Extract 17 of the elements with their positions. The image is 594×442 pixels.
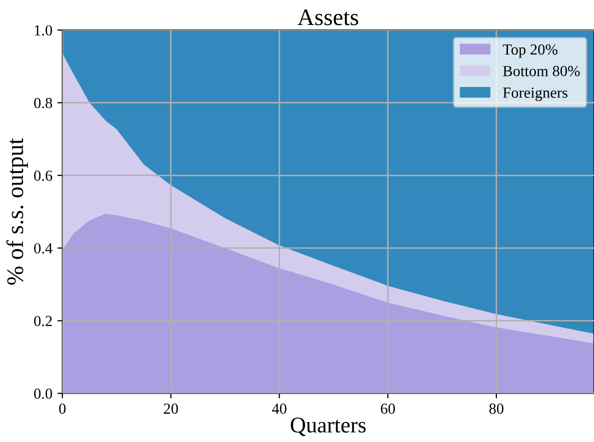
legend-label: Foreigners [503,88,568,101]
x-tick-label: 40 [272,404,286,414]
legend-label: Top 20% [502,44,558,58]
y-tick-label: 1.0 [34,25,52,36]
y-axis-title: % of s.s. output [6,138,28,285]
legend-label: Bottom 80% [503,66,580,76]
x-axis-title: Quarters [290,418,366,436]
y-tick-label: 0.8 [34,98,52,108]
x-tick-label: 60 [380,404,395,414]
y-tick-label: 0.6 [34,170,52,181]
x-tick-label: 0 [59,404,66,414]
y-tick-label: 0.0 [34,388,52,399]
x-tick-label: 20 [164,404,178,414]
x-tick-label: 80 [489,404,504,414]
chart-title: Assets [298,9,358,26]
y-tick-label: 0.4 [34,243,52,254]
y-tick-label: 0.2 [34,316,52,326]
